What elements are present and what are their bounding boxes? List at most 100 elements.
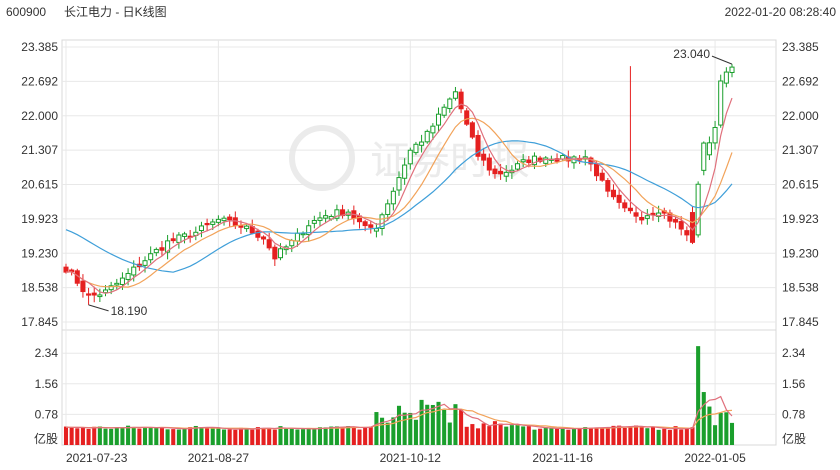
candle-body-up	[221, 217, 227, 222]
volume-bar	[238, 427, 243, 445]
candle-body-up	[294, 232, 300, 242]
candle-body-up	[108, 285, 114, 291]
volume-bar	[295, 429, 300, 445]
volume-bar	[679, 429, 684, 445]
volume-bar	[707, 406, 712, 445]
volume-bar	[86, 428, 91, 445]
volume-bar	[634, 425, 639, 445]
candle-body-down	[684, 230, 690, 236]
candle-body-up	[396, 177, 402, 191]
volume-bar	[233, 429, 238, 445]
volume-bar	[396, 405, 402, 445]
candle-body-up	[706, 142, 712, 156]
candle-body-up	[729, 66, 735, 73]
volume-bar	[193, 425, 198, 445]
volume-bar	[69, 427, 74, 445]
volume-bar	[346, 426, 351, 445]
candle-body-up	[334, 209, 340, 219]
candle-body-up	[181, 233, 188, 237]
volume-unit-left: 亿股	[34, 431, 58, 446]
candle-body-up	[373, 228, 379, 232]
volume-bar	[549, 428, 554, 445]
volume-bar	[701, 392, 706, 445]
candle-body-up	[210, 221, 216, 225]
volume-bar	[419, 399, 424, 445]
candle-body-down	[255, 230, 261, 238]
volume-bar	[80, 427, 85, 445]
volume-bar	[131, 427, 136, 445]
volume-bar	[109, 428, 114, 445]
volume-bar	[114, 427, 119, 445]
candle-body-down	[362, 221, 368, 227]
volume-bar	[442, 409, 447, 445]
candle-body-up	[701, 142, 707, 171]
candle-body-down	[486, 157, 492, 171]
candle-body-down	[238, 225, 244, 228]
candle-body-down	[526, 159, 532, 164]
volume-bar	[97, 426, 102, 445]
price-tick-right: 20.615	[782, 178, 819, 192]
moving-average-lines	[65, 97, 733, 294]
volume-bar	[323, 427, 328, 445]
volume-bar	[684, 428, 689, 445]
volume-bar	[176, 429, 181, 445]
volume-bar	[351, 426, 356, 445]
candle-body-up	[114, 282, 120, 286]
volume-bar	[729, 422, 735, 445]
candle-body-up	[644, 215, 650, 219]
chart-title: 长江电力 - 日K线图	[64, 5, 167, 19]
volume-bar	[126, 425, 131, 445]
volume-bar	[690, 427, 695, 445]
volume-bar	[425, 404, 430, 445]
date-label: 2021-07-23	[66, 451, 128, 465]
volume-bar	[75, 428, 80, 445]
volume-bar	[154, 427, 159, 445]
candle-body-down	[80, 280, 86, 293]
volume-bar	[103, 428, 108, 445]
price-tick-right: 21.307	[782, 143, 819, 157]
ma20-line	[65, 140, 733, 273]
volume-bar	[475, 428, 481, 445]
price-tick-left: 23.385	[21, 40, 58, 54]
volume-bar	[329, 426, 334, 445]
volume-tick-right: 2.34	[782, 346, 806, 360]
candles	[63, 64, 735, 305]
candle-body-down	[159, 247, 165, 251]
candle-body-up	[385, 203, 391, 215]
volume-bar	[250, 429, 255, 445]
volume-bar	[555, 428, 560, 445]
price-tick-right: 17.845	[782, 315, 819, 329]
volume-bar	[436, 401, 441, 445]
volume-bar	[504, 426, 509, 445]
candle-body-up	[153, 248, 159, 254]
candle-body-up	[407, 149, 413, 165]
volume-tick-right: 1.56	[782, 377, 806, 391]
candle-body-down	[91, 292, 97, 296]
volume-bar	[385, 422, 390, 445]
volume-bar	[487, 426, 492, 445]
volume-bar	[171, 429, 176, 445]
candle-body-up	[215, 218, 221, 223]
candle-body-up	[131, 266, 137, 276]
volume-bar	[357, 429, 362, 445]
grid-layer	[62, 40, 776, 445]
date-label: 2021-08-27	[188, 451, 250, 465]
candle-body-up	[142, 260, 148, 266]
volume-bar	[413, 419, 418, 445]
volume-bar	[63, 426, 69, 445]
candle-body-down	[492, 168, 498, 175]
volume-bar	[611, 425, 616, 445]
stock-code: 600900	[6, 5, 46, 19]
candle-body-up	[277, 248, 284, 259]
volume-bar	[600, 428, 605, 445]
volume-bar	[560, 428, 565, 445]
volume-bar	[261, 428, 266, 445]
candle-body-up	[148, 253, 154, 261]
volume-bar	[639, 427, 644, 445]
candle-body-up	[430, 125, 436, 134]
candle-body-down	[599, 172, 605, 181]
volume-bar	[340, 427, 345, 445]
volume-bar	[667, 429, 672, 445]
